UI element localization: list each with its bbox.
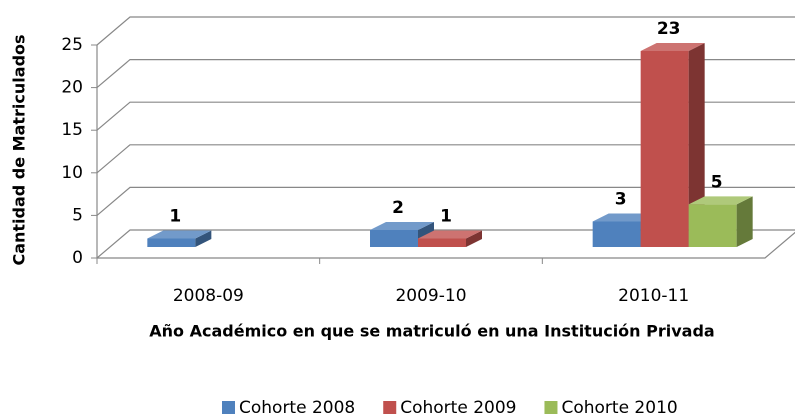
bar-face	[688, 204, 737, 247]
y-tick-label: 5	[72, 205, 83, 225]
bar-face	[195, 230, 212, 247]
bar-face	[147, 238, 196, 247]
bar-face	[147, 230, 212, 239]
data-label: 3	[615, 189, 627, 209]
y-tick-label: 20	[61, 78, 83, 98]
data-label: 5	[711, 172, 723, 192]
legend-swatch	[383, 401, 397, 414]
bar-face	[418, 230, 482, 239]
grid-line	[96, 186, 795, 216]
y-tick-label: 10	[61, 163, 83, 183]
bar-face	[370, 229, 418, 247]
legend-label: Cohorte 2009	[400, 398, 516, 417]
data-label: 2	[392, 198, 404, 218]
legend-label: Cohorte 2010	[561, 398, 677, 417]
bar-face	[688, 43, 705, 247]
x-tick-label: 2010-11	[618, 286, 689, 306]
y-tick-label: 15	[61, 120, 83, 140]
grid-line	[96, 16, 795, 46]
bar-face	[736, 196, 753, 247]
bar	[688, 196, 753, 247]
grid-line	[96, 101, 795, 131]
grid-line	[96, 144, 795, 174]
y-tick-label: 0	[72, 248, 83, 268]
bar-face	[466, 230, 482, 247]
bar-face	[640, 51, 689, 247]
bar-face	[688, 196, 753, 205]
x-tick-label: 2008-09	[173, 286, 244, 306]
grid-line	[96, 229, 795, 259]
y-axis-title: Cantidad de Matriculados	[10, 34, 29, 265]
y-tick-label: 25	[61, 35, 83, 55]
data-label: 1	[169, 206, 181, 226]
grid-line	[96, 59, 795, 89]
bar-face	[640, 43, 705, 52]
bar-face	[370, 221, 434, 230]
x-tick-label: 2009-10	[395, 286, 466, 306]
legend-swatch	[544, 401, 558, 414]
bar	[147, 230, 212, 247]
data-label: 23	[657, 19, 681, 39]
bar-face	[418, 238, 466, 247]
legend-label: Cohorte 2008	[239, 398, 355, 417]
bar-face	[592, 221, 641, 247]
data-label: 1	[440, 206, 452, 226]
bar	[640, 43, 705, 247]
legend-swatch	[222, 401, 235, 414]
bar	[418, 230, 482, 247]
x-axis-title: Año Académico en que se matriculó en una…	[149, 322, 714, 341]
